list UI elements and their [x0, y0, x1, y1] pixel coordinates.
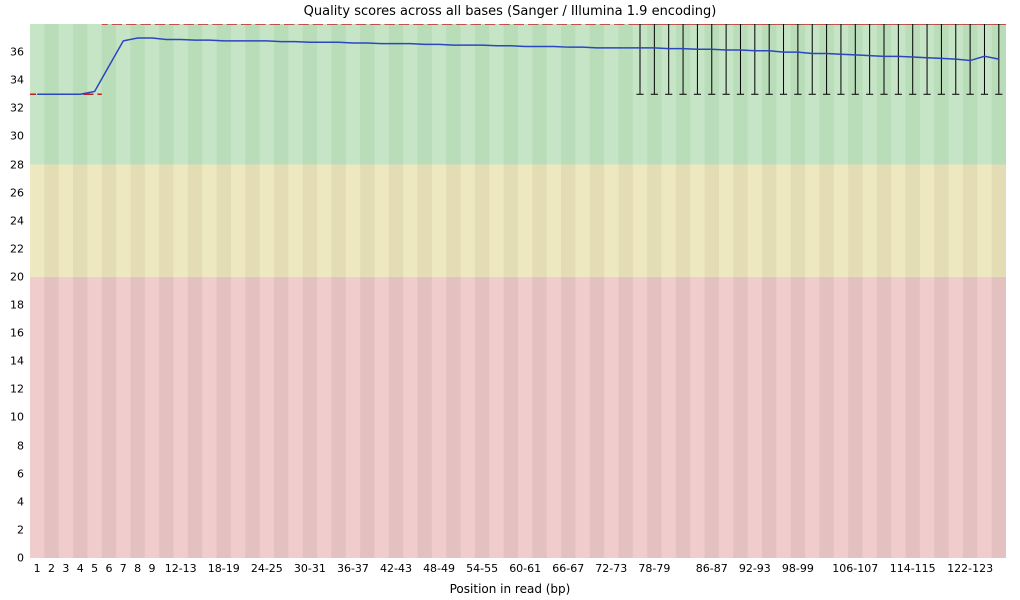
y-tick-label: 16: [10, 327, 24, 340]
x-tick-label: 98-99: [782, 562, 814, 575]
x-tick-label: 9: [149, 562, 156, 575]
y-tick-label: 18: [10, 299, 24, 312]
x-tick-label: 4: [77, 562, 84, 575]
x-tick-label: 36-37: [337, 562, 369, 575]
x-tick-label: 48-49: [423, 562, 455, 575]
x-tick-label: 12-13: [165, 562, 197, 575]
x-tick-label: 114-115: [890, 562, 936, 575]
x-tick-label: 24-25: [251, 562, 283, 575]
y-tick-label: 34: [10, 74, 24, 87]
y-tick-label: 12: [10, 383, 24, 396]
x-tick-label: 18-19: [208, 562, 240, 575]
plot-area: 0246810121416182022242628303234361234567…: [30, 24, 1006, 558]
x-tick-label: 54-55: [466, 562, 498, 575]
x-tick-label: 60-61: [509, 562, 541, 575]
x-tick-label: 122-123: [947, 562, 993, 575]
y-tick-label: 6: [17, 467, 24, 480]
x-tick-label: 30-31: [294, 562, 326, 575]
y-tick-label: 14: [10, 355, 24, 368]
x-tick-label: 6: [105, 562, 112, 575]
x-tick-label: 86-87: [696, 562, 728, 575]
chart-title: Quality scores across all bases (Sanger …: [0, 4, 1020, 19]
chart-container: Quality scores across all bases (Sanger …: [0, 0, 1020, 600]
x-tick-label: 106-107: [832, 562, 878, 575]
x-tick-label: 66-67: [552, 562, 584, 575]
y-tick-label: 8: [17, 439, 24, 452]
x-tick-label: 42-43: [380, 562, 412, 575]
x-tick-label: 1: [34, 562, 41, 575]
y-tick-label: 28: [10, 158, 24, 171]
y-tick-label: 0: [17, 552, 24, 565]
x-tick-label: 5: [91, 562, 98, 575]
x-tick-label: 72-73: [595, 562, 627, 575]
x-tick-label: 3: [62, 562, 69, 575]
y-tick-label: 2: [17, 523, 24, 536]
y-tick-label: 30: [10, 130, 24, 143]
y-tick-label: 22: [10, 242, 24, 255]
y-tick-label: 10: [10, 411, 24, 424]
x-tick-label: 8: [134, 562, 141, 575]
x-axis-label: Position in read (bp): [0, 582, 1020, 596]
y-tick-label: 32: [10, 102, 24, 115]
plot-svg: [30, 24, 1006, 558]
y-tick-label: 26: [10, 186, 24, 199]
y-tick-label: 20: [10, 270, 24, 283]
x-tick-label: 78-79: [638, 562, 670, 575]
x-tick-label: 92-93: [739, 562, 771, 575]
x-tick-label: 7: [120, 562, 127, 575]
y-tick-label: 36: [10, 46, 24, 59]
y-tick-label: 4: [17, 495, 24, 508]
x-tick-label: 2: [48, 562, 55, 575]
y-tick-label: 24: [10, 214, 24, 227]
